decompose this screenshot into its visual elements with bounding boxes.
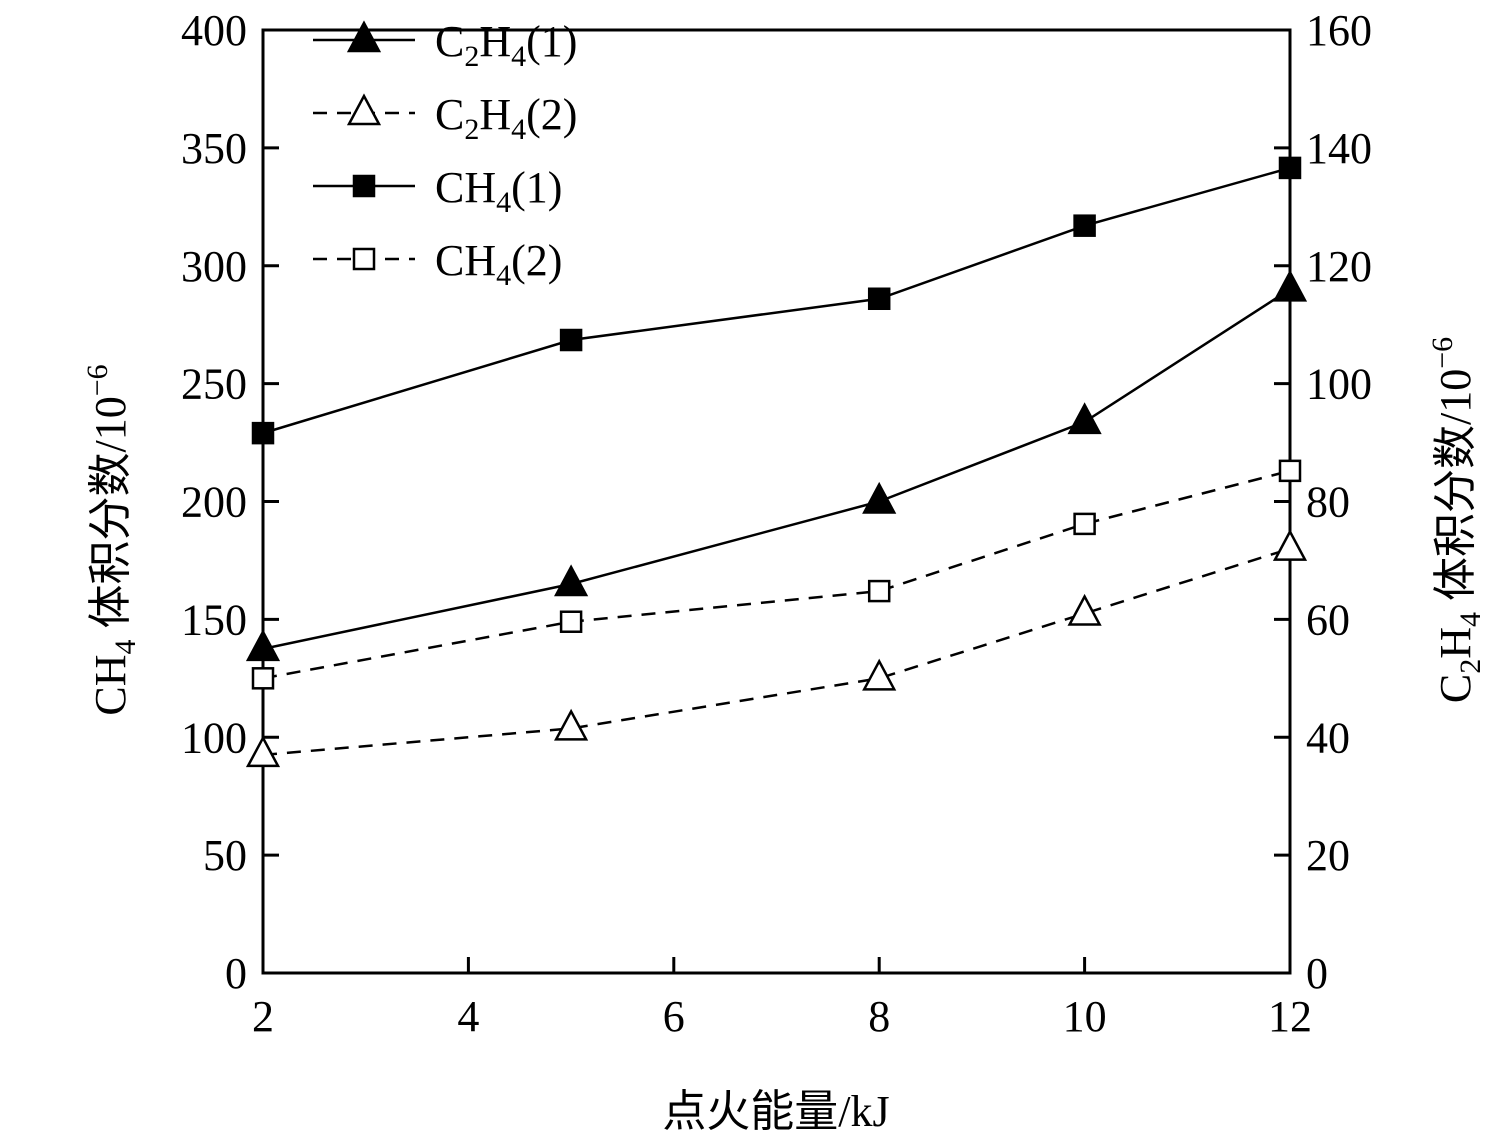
data-point xyxy=(251,667,275,690)
x-axis-title: 点火能量/kJ xyxy=(662,1087,889,1136)
y-right-tick-label: 160 xyxy=(1306,6,1372,55)
y-right-tick-label: 100 xyxy=(1306,360,1372,409)
legend: C2H4(1) C2H4(2) CH4(1) CH4(2) xyxy=(313,17,577,292)
data-point xyxy=(1272,529,1308,561)
legend-marker xyxy=(346,93,382,126)
data-point xyxy=(245,735,281,768)
x-tick-label: 12 xyxy=(1268,992,1312,1041)
series-line xyxy=(262,469,1291,680)
legend-item: C2H4(2) xyxy=(313,90,577,146)
y-right-tick-label: 20 xyxy=(1306,831,1350,880)
legend-label: C2H4(1) xyxy=(435,17,577,73)
x-tick-label: 10 xyxy=(1063,992,1107,1041)
y-left-tick-label: 200 xyxy=(181,478,247,527)
data-point xyxy=(867,287,891,311)
data-point xyxy=(1067,402,1102,435)
data-point xyxy=(1278,156,1302,180)
data-point xyxy=(245,629,281,662)
y-left-tick-label: 0 xyxy=(225,949,247,998)
series-CH4(1) xyxy=(251,156,1302,445)
series-line xyxy=(262,166,1291,435)
y-right-axis-title: C2H4 体积分数/10−6 xyxy=(1426,337,1487,703)
series-line xyxy=(262,288,1291,651)
y-left-tick-label: 300 xyxy=(181,242,247,291)
y-left-tick-label: 400 xyxy=(181,6,247,55)
legend-marker xyxy=(352,174,376,198)
x-tick-label: 2 xyxy=(252,992,274,1041)
data-point xyxy=(862,481,897,514)
y-left-tick-label: 100 xyxy=(181,713,247,762)
legend-item: CH4(1) xyxy=(313,163,562,219)
y-right-tick-label: 40 xyxy=(1306,713,1350,762)
legend-marker xyxy=(352,247,376,271)
y-left-tick-label: 150 xyxy=(181,595,247,644)
y-right-tick-label: 0 xyxy=(1306,949,1328,998)
plot-frame xyxy=(261,28,1292,975)
series-CH4(2) xyxy=(251,459,1302,690)
legend-item: C2H4(1) xyxy=(313,17,577,73)
legend-label: CH4(2) xyxy=(435,236,562,292)
data-point xyxy=(1073,214,1096,237)
y-right-tick-label: 80 xyxy=(1306,478,1350,527)
data-point xyxy=(1073,512,1096,536)
y-right-tick-label: 120 xyxy=(1306,242,1372,291)
series-C2H4(2) xyxy=(245,529,1308,768)
data-point xyxy=(1067,593,1102,626)
series-line xyxy=(262,547,1291,757)
axes: 2 4 6 8 10 1205010015020025030035040002040608… xyxy=(181,6,1372,1041)
data-point xyxy=(554,708,589,741)
data-point xyxy=(862,658,897,691)
legend-marker xyxy=(346,20,382,53)
legend-label: CH4(1) xyxy=(435,163,562,219)
x-tick-label: 4 xyxy=(457,992,479,1041)
legend-item: CH4(2) xyxy=(313,236,562,292)
y-left-tick-label: 250 xyxy=(181,360,247,409)
y-right-tick-label: 60 xyxy=(1306,595,1350,644)
y-left-tick-label: 350 xyxy=(181,124,247,173)
series-group xyxy=(245,156,1308,768)
legend-label: C2H4(2) xyxy=(435,90,577,146)
series-C2H4(1) xyxy=(245,269,1308,662)
data-point xyxy=(554,564,589,597)
data-point xyxy=(1272,269,1308,302)
x-tick-label: 8 xyxy=(868,992,890,1041)
data-point xyxy=(559,610,583,633)
x-tick-label: 6 xyxy=(663,992,685,1041)
y-left-tick-label: 50 xyxy=(203,831,247,880)
y-left-axis-title: CH4 体积分数/10−6 xyxy=(81,364,142,715)
data-point xyxy=(559,328,583,352)
data-point xyxy=(867,579,891,603)
data-point xyxy=(1278,459,1302,483)
data-point xyxy=(251,421,275,445)
y-right-tick-label: 140 xyxy=(1306,124,1372,173)
